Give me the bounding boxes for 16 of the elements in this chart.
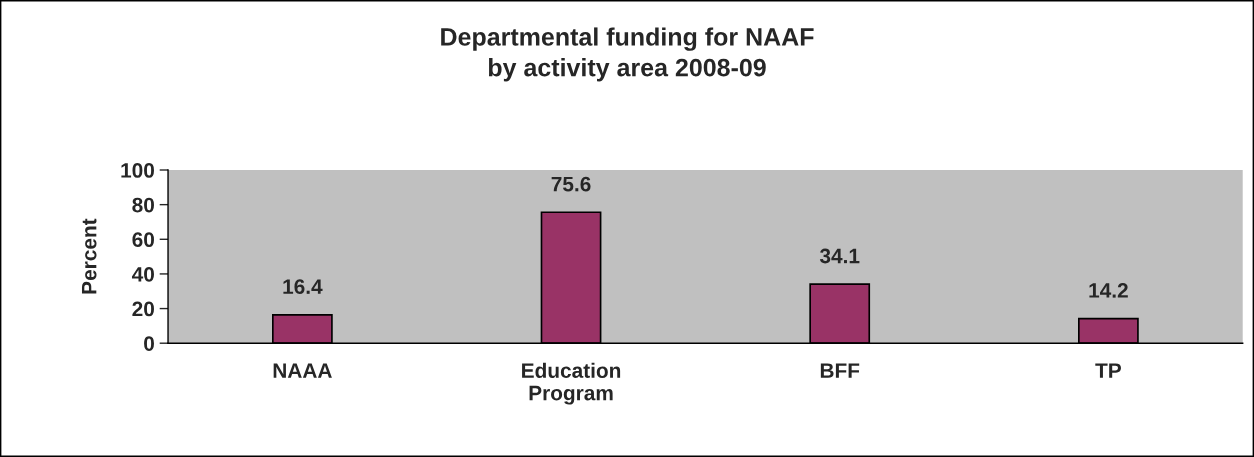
y-axis-title: Percent xyxy=(81,218,97,294)
data-label: 75.6 xyxy=(551,176,591,192)
x-tick-label: BFF xyxy=(820,363,860,378)
y-tick-label: 60 xyxy=(132,232,154,248)
data-label: 34.1 xyxy=(819,248,860,264)
y-tick-label: 100 xyxy=(121,163,154,178)
x-tick-label: TP xyxy=(1095,363,1121,378)
y-tick-label: 0 xyxy=(144,336,154,351)
data-label: 16.4 xyxy=(283,279,323,295)
x-tick-label: NAAA xyxy=(273,363,332,378)
chart-title: Departmental funding for NAAF by activity area 2008-09 xyxy=(441,27,814,82)
x-tick-label: Education Program xyxy=(522,362,621,405)
y-tick-label: 80 xyxy=(132,197,154,213)
y-tick-label: 40 xyxy=(131,266,154,282)
data-label: 14.2 xyxy=(1089,283,1128,298)
y-tick-label: 20 xyxy=(132,301,154,317)
